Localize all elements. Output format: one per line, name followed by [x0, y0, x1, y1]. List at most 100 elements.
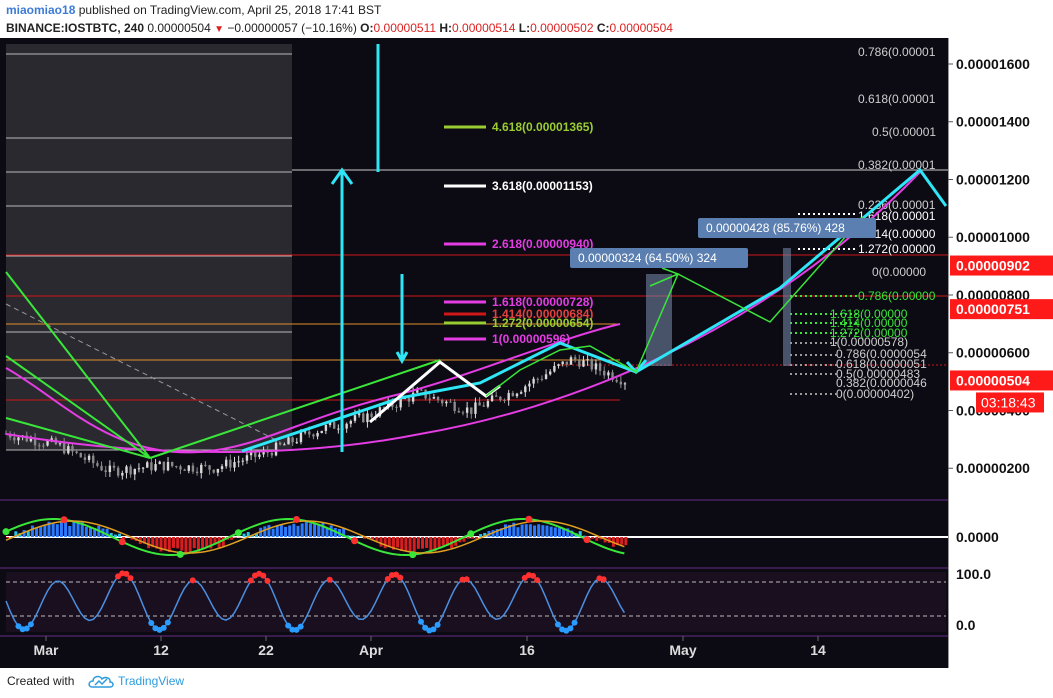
- price-axis-svg[interactable]: 0.00001600 0.00001400 0.00001200 0.00001000…: [947, 38, 1053, 668]
- candle-body: [87, 455, 91, 460]
- candle-body: [50, 438, 53, 441]
- chart-plot-area[interactable]: 4.618(0.00001365) 3.618(0.00001153) 2.618(…: [0, 38, 948, 668]
- candle-body: [332, 422, 336, 429]
- candle-body: [499, 396, 502, 400]
- macd-bar: [329, 525, 333, 537]
- candle-body: [598, 363, 602, 371]
- low-label: L:: [518, 21, 531, 35]
- ohlc-open: O:0.00000511: [360, 21, 439, 35]
- candle-body: [615, 379, 618, 382]
- macd-bar: [570, 530, 574, 537]
- measure-label-2: 0.00000428 (85.76%) 428: [706, 221, 845, 235]
- macd-bar: [43, 525, 47, 537]
- candle-body: [428, 398, 431, 400]
- price-axis[interactable]: 0.00001600 0.00001400 0.00001200 0.00001000…: [947, 38, 1053, 668]
- candle-body: [162, 461, 166, 471]
- candle-body: [179, 466, 182, 470]
- candle-body: [187, 465, 190, 471]
- candle-body: [46, 440, 49, 446]
- macd-bar: [533, 525, 537, 537]
- macd-bar: [192, 537, 196, 549]
- macd-bar: [250, 535, 254, 537]
- candle-body: [71, 446, 74, 452]
- magenta-arc-1: [5, 323, 621, 454]
- candle-body: [515, 393, 519, 397]
- macd-bar: [425, 537, 429, 549]
- candle-body: [274, 442, 278, 456]
- fib-right-label: 0.786(0.0000054: [836, 347, 927, 361]
- macd-bar: [313, 523, 317, 537]
- macd-bar: [499, 528, 503, 537]
- macd-bar: [582, 535, 586, 537]
- macd-cross-dot: [234, 529, 242, 537]
- candle-body: [557, 364, 560, 366]
- candle-body: [411, 392, 415, 402]
- close-value: 0.00000504: [609, 21, 673, 35]
- candle-body: [129, 466, 132, 475]
- macd-bar: [14, 531, 18, 537]
- candle-body: [357, 413, 361, 416]
- price-change: −0.00000057 (−10.16%): [227, 21, 357, 35]
- macd-bar: [545, 525, 549, 537]
- macd-bar: [308, 523, 312, 537]
- candle-body: [416, 389, 419, 393]
- candle-body: [420, 389, 423, 391]
- fib-right-label: 0.618(0.00001: [858, 92, 936, 106]
- candle-body: [224, 459, 228, 467]
- candle-body: [345, 423, 348, 429]
- footer: Created with TradingView: [0, 668, 1053, 698]
- close-label: C:: [596, 21, 610, 35]
- author-link[interactable]: miaomiao18: [6, 3, 76, 17]
- macd-bar: [599, 537, 603, 540]
- candle-body: [220, 466, 224, 469]
- price-tick-label: 0.00001000: [956, 229, 1030, 245]
- macd-bar: [246, 532, 250, 537]
- macd-bar: [537, 524, 541, 537]
- macd-bar: [196, 537, 200, 552]
- macd-bar: [358, 536, 362, 537]
- candle-body: [58, 443, 62, 445]
- candle-body: [490, 395, 494, 402]
- candle-body: [578, 359, 581, 367]
- chart-header: miaomiao18 published on TradingView.com,…: [0, 0, 1053, 38]
- macd-bar: [72, 520, 76, 537]
- price-tick-label: 0.00001600: [956, 56, 1030, 72]
- price-highlight-bg: [950, 370, 1053, 391]
- candle-body: [353, 415, 357, 421]
- macd-bar: [483, 532, 487, 537]
- candle-body: [150, 462, 153, 471]
- macd-bar: [234, 537, 238, 538]
- candle-body: [544, 374, 548, 379]
- macd-bar: [55, 524, 59, 537]
- macd-bar: [80, 522, 84, 537]
- candle-body: [67, 446, 70, 454]
- magenta-arc-2: [5, 171, 921, 453]
- candle-body: [607, 372, 610, 376]
- price-tick-label: 0.00000800: [956, 287, 1030, 303]
- price-tick-label: 0.00000200: [956, 460, 1030, 476]
- tradingview-brand-link[interactable]: TradingView: [118, 674, 185, 688]
- time-tick-label: 16: [519, 642, 535, 658]
- time-axis[interactable]: Mar 12 22 Apr 16 May 14: [34, 636, 826, 658]
- macd-bar: [607, 537, 611, 543]
- macd-bar: [213, 537, 217, 545]
- macd-bar: [188, 537, 192, 553]
- chart-svg[interactable]: 4.618(0.00001365) 3.618(0.00001153) 2.618(…: [0, 38, 948, 668]
- candle-body: [312, 434, 315, 437]
- macd-bar: [445, 537, 449, 546]
- candle-body: [208, 465, 211, 470]
- fib-extension-label: 1.618(0.00000728): [492, 295, 593, 309]
- candle-body: [445, 401, 448, 404]
- candle-body: [283, 444, 286, 446]
- candle-body: [441, 400, 444, 404]
- candle-body: [62, 443, 66, 454]
- candle-body: [495, 395, 498, 397]
- ohlc-high: H:0.00000514: [439, 21, 518, 35]
- macd-bar: [267, 525, 271, 537]
- symbol-name[interactable]: BINANCE:IOSTBTC, 240: [6, 21, 145, 35]
- macd-bar: [412, 537, 416, 553]
- macd-bar: [230, 537, 234, 540]
- macd-bar: [18, 533, 22, 537]
- candle-body: [158, 461, 161, 465]
- macd-bar: [221, 537, 225, 547]
